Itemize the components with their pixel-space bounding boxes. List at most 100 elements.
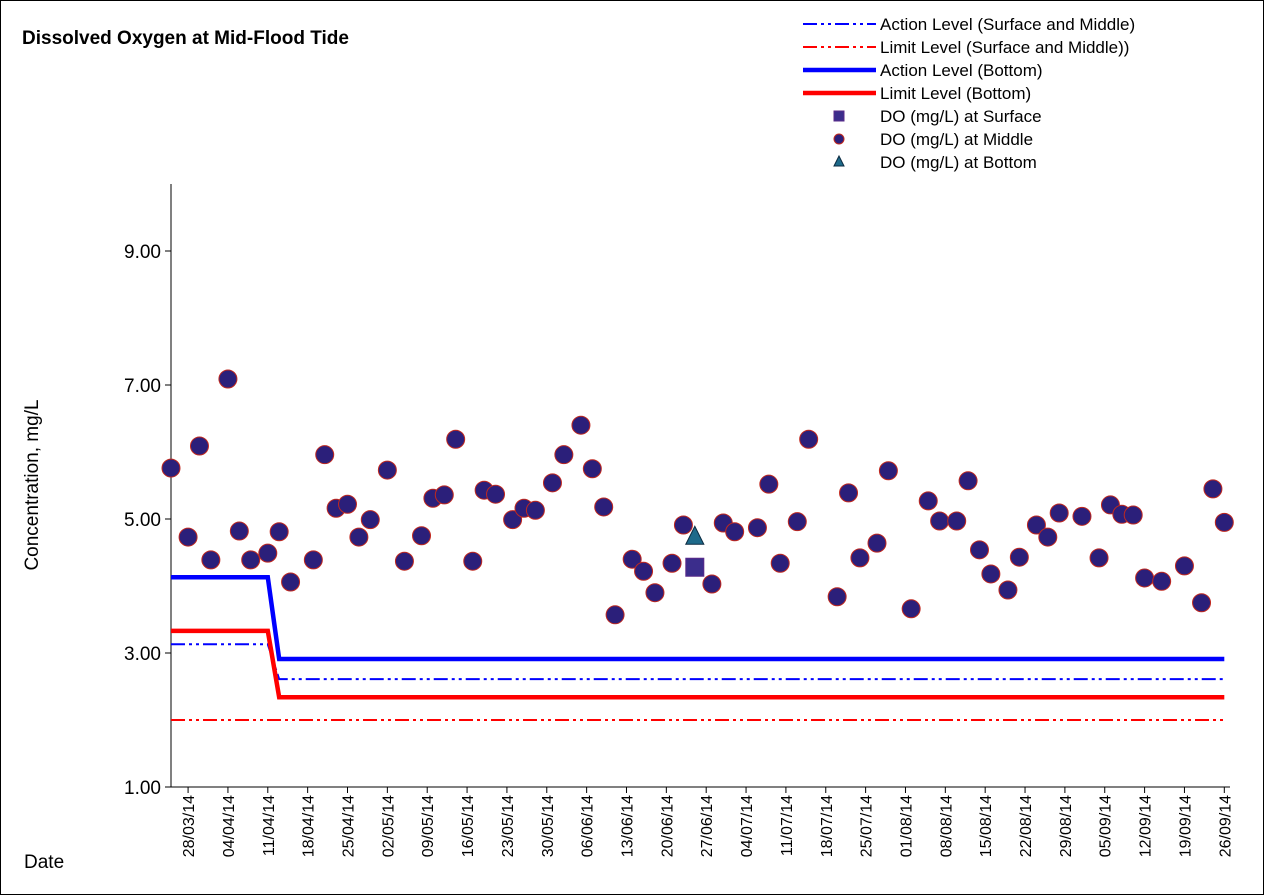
- marker-circle: [850, 548, 870, 568]
- marker-circle: [349, 527, 369, 547]
- marker-circle: [1192, 593, 1212, 613]
- legend-label: Action Level (Bottom): [880, 61, 1043, 80]
- x-tick-label: 22/08/14: [1018, 795, 1035, 857]
- marker-circle: [702, 574, 722, 594]
- marker-circle: [258, 543, 278, 563]
- marker-circle: [634, 561, 654, 581]
- marker-circle: [930, 511, 950, 531]
- marker-circle: [503, 510, 523, 530]
- marker-circle: [571, 415, 591, 435]
- marker-circle: [1123, 505, 1143, 525]
- marker-circle: [1072, 506, 1092, 526]
- marker-circle: [394, 551, 414, 571]
- legend-label: Action Level (Surface and Middle): [880, 15, 1135, 34]
- x-tick-label: 01/08/14: [898, 795, 915, 857]
- marker-circle: [605, 605, 625, 625]
- x-tick-label: 25/04/14: [341, 795, 358, 857]
- x-tick-label: 15/08/14: [978, 795, 995, 857]
- y-axis-label: Concentration, mg/L: [22, 399, 43, 570]
- marker-circle: [958, 471, 978, 491]
- marker-circle: [1009, 547, 1029, 567]
- marker-circle: [377, 460, 397, 480]
- level-line: [171, 575, 1225, 662]
- marker-circle: [525, 500, 545, 520]
- marker-circle: [867, 533, 887, 553]
- y-tick-label: 9.00: [124, 242, 161, 263]
- marker-circle: [1026, 515, 1046, 535]
- x-tick-label: 30/05/14: [540, 795, 557, 857]
- legend-label: DO (mg/L) at Bottom: [880, 153, 1037, 172]
- x-tick-label: 26/09/14: [1217, 795, 1234, 857]
- marker-circle: [269, 522, 289, 542]
- marker-circle: [918, 491, 938, 511]
- marker-circle: [981, 564, 1001, 584]
- y-tick-label: 3.00: [124, 644, 161, 665]
- x-tick-label: 29/08/14: [1058, 795, 1075, 857]
- marker-triangle: [684, 525, 705, 545]
- marker-circle: [1135, 568, 1155, 588]
- level-line: [171, 628, 1225, 700]
- marker-circle: [542, 473, 562, 493]
- marker-circle: [799, 429, 819, 449]
- y-tick-label: 1.00: [124, 778, 161, 799]
- x-tick-label: 11/07/14: [779, 795, 796, 856]
- x-tick-label: 13/06/14: [619, 795, 636, 857]
- x-tick-label: 19/09/14: [1177, 795, 1194, 857]
- marker-circle: [759, 474, 779, 494]
- marker-circle: [229, 521, 249, 541]
- marker-circle: [594, 497, 614, 517]
- marker-circle: [315, 445, 335, 465]
- marker-circle: [281, 572, 301, 592]
- legend-swatch: [833, 154, 845, 167]
- marker-circle: [1152, 571, 1172, 591]
- marker-circle: [303, 550, 323, 570]
- y-tick-label: 5.00: [124, 510, 161, 531]
- marker-circle: [554, 445, 574, 465]
- marker-circle: [622, 549, 642, 569]
- marker-circle: [1203, 479, 1223, 499]
- x-tick-label: 25/07/14: [859, 795, 876, 857]
- marker-circle: [412, 526, 432, 546]
- chart-title: Dissolved Oxygen at Mid-Flood Tide: [22, 28, 349, 49]
- x-tick-label: 28/03/14: [181, 795, 198, 857]
- x-tick-label: 16/05/14: [460, 795, 477, 857]
- marker-circle: [446, 429, 466, 449]
- marker-circle: [463, 551, 483, 571]
- marker-circle: [1214, 512, 1234, 532]
- marker-circle: [582, 459, 602, 479]
- marker-circle: [1038, 527, 1058, 547]
- y-tick-label: 7.00: [124, 376, 161, 397]
- x-tick-label: 11/04/14: [261, 795, 278, 856]
- x-tick-label: 27/06/14: [699, 795, 716, 857]
- x-tick-label: 09/05/14: [420, 795, 437, 857]
- marker-circle: [178, 527, 198, 547]
- x-tick-label: 05/09/14: [1098, 795, 1115, 857]
- marker-circle: [770, 553, 790, 573]
- legend-label: Limit Level (Bottom): [880, 84, 1031, 103]
- x-tick-label: 20/06/14: [659, 795, 676, 857]
- marker-circle: [1049, 503, 1069, 523]
- x-tick-label: 18/04/14: [301, 795, 318, 857]
- legend-label: DO (mg/L) at Surface: [880, 107, 1042, 126]
- x-tick-label: 04/04/14: [221, 795, 238, 857]
- marker-circle: [218, 369, 238, 389]
- marker-circle: [189, 436, 209, 456]
- legend-label: DO (mg/L) at Middle: [880, 130, 1033, 149]
- marker-circle: [839, 483, 859, 503]
- x-tick-label: 23/05/14: [500, 795, 517, 857]
- x-tick-label: 08/08/14: [938, 795, 955, 857]
- marker-circle: [878, 461, 898, 481]
- marker-circle: [662, 553, 682, 573]
- marker-circle: [725, 522, 745, 542]
- x-tick-label: 04/07/14: [739, 795, 756, 857]
- x-tick-label: 02/05/14: [380, 795, 397, 857]
- marker-circle: [787, 512, 807, 532]
- marker-circle: [747, 518, 767, 538]
- marker-circle: [338, 494, 357, 514]
- marker-circle: [434, 485, 454, 505]
- legend-swatch: [833, 110, 845, 122]
- legend-swatch: [833, 133, 845, 145]
- marker-circle: [486, 484, 506, 504]
